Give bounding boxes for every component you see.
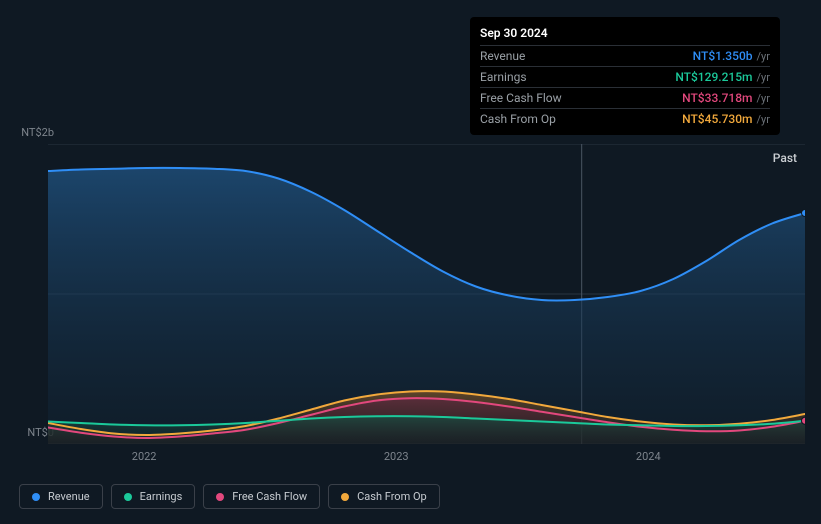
legend-label: Earnings bbox=[140, 490, 183, 503]
tooltip-metric-label: Free Cash Flow bbox=[480, 91, 562, 105]
tooltip-value: NT$1.350b bbox=[693, 49, 753, 63]
legend-item[interactable]: Free Cash Flow bbox=[203, 484, 320, 509]
tooltip-suffix: /yr bbox=[757, 71, 770, 84]
tooltip-value: NT$33.718m bbox=[682, 91, 752, 105]
area-chart[interactable]: Past bbox=[48, 144, 805, 444]
series-end-dot bbox=[802, 210, 806, 217]
tooltip-suffix: /yr bbox=[757, 113, 770, 126]
tooltip-metric-label: Revenue bbox=[480, 49, 525, 63]
tooltip-value-group: NT$45.730m/yr bbox=[682, 112, 770, 126]
tooltip-metric-label: Earnings bbox=[480, 70, 527, 84]
legend-color-dot bbox=[124, 493, 132, 501]
series-end-dot bbox=[802, 417, 806, 424]
tooltip-metric-label: Cash From Op bbox=[480, 112, 556, 126]
tooltip-row: Revenue NT$1.350b/yr bbox=[480, 45, 770, 66]
tooltip-value-group: NT$33.718m/yr bbox=[682, 91, 770, 105]
tooltip-value-group: NT$129.215m/yr bbox=[675, 70, 770, 84]
tooltip-date: Sep 30 2024 bbox=[480, 23, 770, 45]
tooltip-value-group: NT$1.350b/yr bbox=[693, 49, 770, 63]
tooltip-value: NT$45.730m bbox=[682, 112, 752, 126]
x-tick-label: 2022 bbox=[132, 450, 157, 463]
legend-label: Free Cash Flow bbox=[232, 490, 307, 503]
legend-color-dot bbox=[32, 493, 40, 501]
tooltip-value: NT$129.215m bbox=[675, 70, 752, 84]
chart-container: NT$2b NT$0 Past bbox=[16, 144, 805, 444]
legend-color-dot bbox=[341, 493, 349, 501]
tooltip-suffix: /yr bbox=[757, 92, 770, 105]
x-tick-label: 2023 bbox=[384, 450, 409, 463]
legend-item[interactable]: Cash From Op bbox=[328, 484, 440, 509]
past-label: Past bbox=[773, 151, 797, 165]
legend: Revenue Earnings Free Cash Flow Cash From O… bbox=[19, 484, 440, 509]
tooltip-row: Free Cash Flow NT$33.718m/yr bbox=[480, 87, 770, 108]
legend-label: Cash From Op bbox=[357, 490, 427, 503]
x-axis: 2022 2023 2024 bbox=[48, 450, 805, 466]
legend-item[interactable]: Revenue bbox=[19, 484, 103, 509]
x-tick-label: 2024 bbox=[636, 450, 661, 463]
y-tick-label: NT$2b bbox=[21, 126, 54, 139]
tooltip-row: Earnings NT$129.215m/yr bbox=[480, 66, 770, 87]
data-tooltip: Sep 30 2024 Revenue NT$1.350b/yr Earnings N… bbox=[470, 17, 780, 135]
tooltip-suffix: /yr bbox=[757, 50, 770, 63]
legend-label: Revenue bbox=[48, 490, 90, 503]
legend-color-dot bbox=[216, 493, 224, 501]
legend-item[interactable]: Earnings bbox=[111, 484, 196, 509]
tooltip-row: Cash From Op NT$45.730m/yr bbox=[480, 108, 770, 129]
